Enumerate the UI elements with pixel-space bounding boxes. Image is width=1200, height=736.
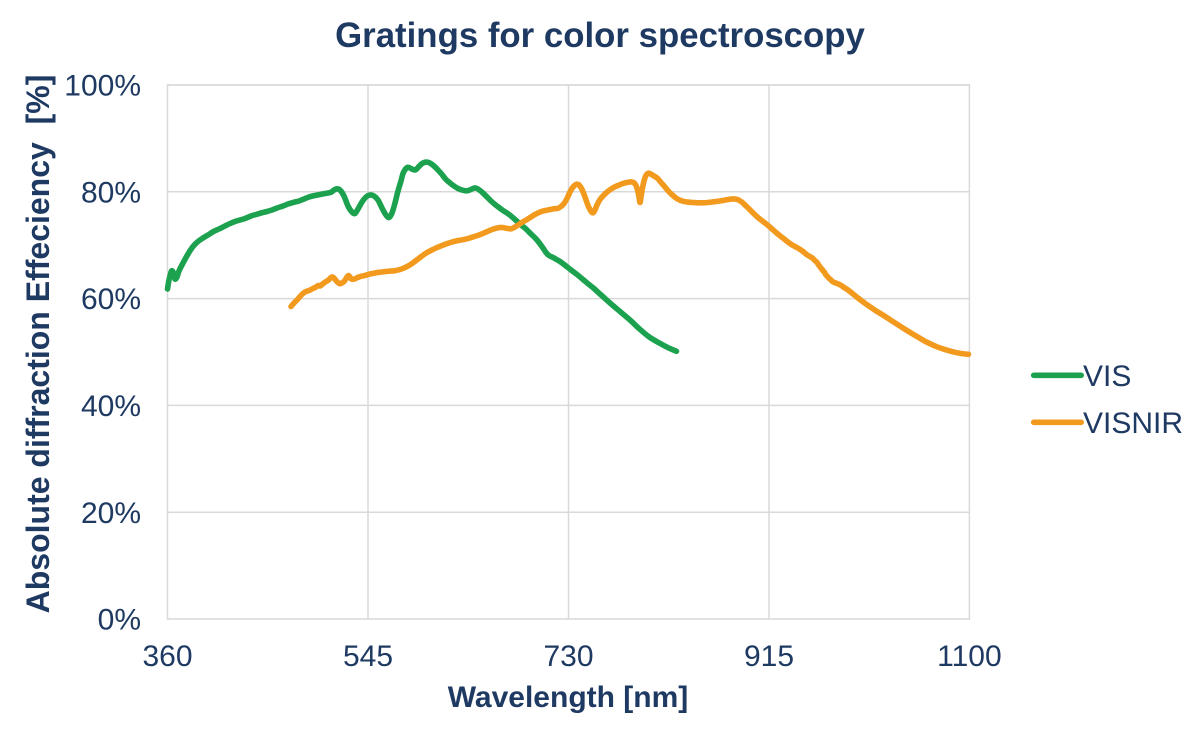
svg-text:60%: 60% xyxy=(81,283,141,316)
svg-text:Wavelength [nm]: Wavelength [nm] xyxy=(448,681,689,714)
svg-text:1100: 1100 xyxy=(937,640,1002,673)
svg-text:915: 915 xyxy=(744,640,794,673)
svg-text:Gratings for color spectroscop: Gratings for color spectroscopy xyxy=(335,16,865,55)
svg-text:80%: 80% xyxy=(81,176,141,209)
svg-text:20%: 20% xyxy=(81,497,141,530)
svg-text:360: 360 xyxy=(142,640,192,673)
svg-text:100%: 100% xyxy=(64,70,141,103)
svg-text:40%: 40% xyxy=(81,390,141,423)
svg-text:0%: 0% xyxy=(98,604,141,637)
svg-text:730: 730 xyxy=(543,640,593,673)
svg-text:VIS: VIS xyxy=(1083,360,1131,393)
svg-text:VISNIR: VISNIR xyxy=(1083,407,1183,440)
svg-text:Absolute diffraction Effecienc: Absolute diffraction Effeciency [%] xyxy=(20,75,56,614)
svg-text:545: 545 xyxy=(343,640,393,673)
